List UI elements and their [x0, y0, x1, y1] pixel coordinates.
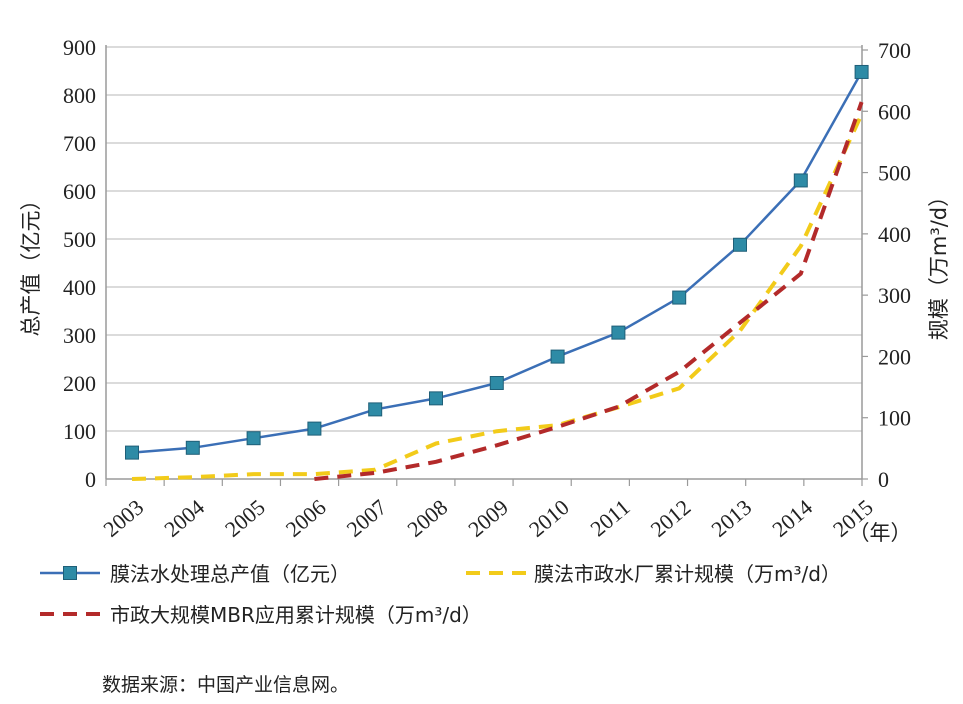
- series-point: [429, 391, 443, 406]
- left-axis-title: 总产值（亿元）: [19, 190, 43, 337]
- series-point: [550, 349, 565, 364]
- x-tick-label: 2006: [281, 494, 331, 541]
- x-tick-label: 2012: [646, 494, 696, 541]
- x-tick-label: 2014: [767, 494, 817, 541]
- right-tick-label: 400: [878, 222, 911, 247]
- series-point: [125, 445, 139, 460]
- left-tick-label: 700: [63, 131, 96, 156]
- x-tick-label: 2004: [159, 494, 209, 541]
- left-tick-label: 300: [63, 323, 96, 348]
- x-tick-label: 2005: [220, 494, 270, 541]
- series-point: [611, 325, 626, 340]
- axes: [105, 45, 863, 486]
- left-tick-label: 200: [63, 371, 96, 396]
- series-line: [314, 101, 864, 481]
- right-axis-ticks: 0 100 200 300 400 500 600 700: [862, 38, 911, 492]
- series-point: [185, 440, 200, 455]
- left-tick-label: 900: [63, 35, 96, 60]
- x-axis-ticks: 2003 2004 2005 2006 2007 2008 2009 2010 2011 2012…: [98, 494, 911, 545]
- right-tick-label: 600: [878, 99, 911, 124]
- series-point: [246, 431, 261, 446]
- x-tick-label: 2008: [402, 494, 452, 541]
- right-tick-label: 0: [878, 467, 889, 492]
- x-tick-label: 2009: [463, 494, 513, 541]
- x-tick-label: 2003: [98, 494, 148, 541]
- series-line: [131, 71, 863, 454]
- legend-marker: [63, 566, 77, 580]
- series-point: [672, 290, 687, 305]
- series-point: [854, 64, 869, 79]
- x-tick-label: 2010: [524, 494, 574, 541]
- left-tick-label: 600: [63, 179, 96, 204]
- legend-label: 市政大规模MBR应用累计规模（万m³/d）: [110, 603, 482, 627]
- x-tick-label: 2011: [585, 494, 634, 541]
- legend: 膜法水处理总产值（亿元） 膜法市政水厂累计规模（万m³/d） 市政大规模MBR应用累…: [40, 562, 841, 627]
- left-tick-label: 500: [63, 227, 96, 252]
- left-tick-label: 400: [63, 275, 96, 300]
- right-tick-label: 100: [878, 406, 911, 431]
- source-note: 数据来源：中国产业信息网。: [102, 674, 350, 696]
- x-axis-unit: （年）: [849, 521, 912, 545]
- right-tick-label: 500: [878, 161, 911, 186]
- right-tick-label: 300: [878, 283, 911, 308]
- series-layer: [125, 64, 869, 481]
- legend-label: 膜法市政水厂累计规模（万m³/d）: [534, 562, 841, 586]
- legend-label: 膜法水处理总产值（亿元）: [110, 562, 350, 586]
- series-line: [131, 113, 864, 481]
- series-point: [368, 402, 383, 417]
- axis-titles: 总产值（亿元） 规模（万m³/d）: [19, 186, 951, 340]
- left-axis-ticks: 0 100 200 300 400 500 600 700 800 900: [63, 35, 96, 492]
- right-tick-label: 700: [878, 38, 911, 63]
- series-point: [733, 237, 747, 252]
- series-point: [793, 173, 808, 188]
- right-axis-title: 规模（万m³/d）: [927, 186, 951, 340]
- left-tick-label: 0: [85, 467, 96, 492]
- grid: [106, 46, 862, 432]
- left-tick-label: 800: [63, 83, 96, 108]
- x-tick-label: 2013: [706, 494, 756, 541]
- x-tick-label: 2007: [342, 494, 392, 541]
- series-point: [489, 376, 504, 390]
- series-point: [307, 421, 322, 436]
- left-tick-label: 100: [63, 419, 96, 444]
- right-tick-label: 200: [878, 344, 911, 369]
